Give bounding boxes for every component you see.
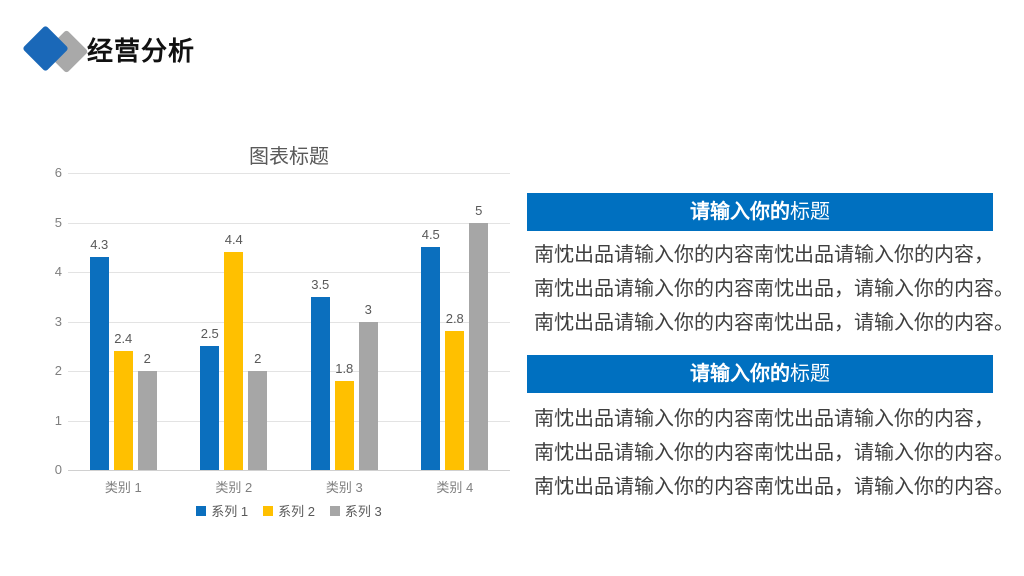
data-label: 3 — [364, 301, 372, 317]
panel-2-title-bar: 请输入你的标题 — [527, 355, 993, 393]
bar-groups: 4.3 2.4 2 2.5 4.4 2 3.5 1.8 3 4.5 2.8 5 — [68, 173, 510, 470]
data-label: 5 — [475, 202, 483, 218]
gridline — [68, 222, 510, 224]
panel-2-body: 南忱出品请输入你的内容南忱出品请输入你的内容， 南忱出品请输入你的内容南忱出品，… — [534, 402, 1024, 504]
bar-group-4: 4.5 2.8 5 — [400, 173, 511, 470]
panel-1-title-rest: 标题 — [790, 201, 830, 223]
x-category-label-4: 类别 4 — [436, 480, 474, 495]
legend-swatch-icon — [263, 505, 274, 516]
legend-swatch-icon — [196, 505, 207, 516]
x-category-label-2: 类别 2 — [215, 480, 253, 495]
data-label: 2.5 — [200, 326, 219, 342]
x-axis: 类别 1 类别 2 类别 3 类别 4 — [68, 477, 510, 496]
panel-1-line-3: 南忱出品请输入你的内容南忱出品，请输入你的内容。 — [534, 312, 1014, 334]
bar-group-2: 2.5 4.4 2 — [179, 173, 290, 470]
bar-group-3: 3.5 1.8 3 — [289, 173, 400, 470]
gridline — [68, 470, 510, 471]
panel-2-title-bold: 请输入你的 — [690, 363, 790, 385]
bar-series3-cat4: 5 — [469, 203, 489, 470]
bar-chart: 图表标题 0 1 2 3 4 5 6 4.3 2.4 2 2.5 4.4 2 3.5 1.8 3 4.5 2.8… — [45, 140, 515, 535]
y-tick-label: 4 — [54, 264, 62, 279]
data-label: 2.4 — [114, 331, 133, 347]
y-tick-label: 1 — [54, 412, 62, 428]
data-label: 4.5 — [421, 227, 440, 243]
bar-group-1: 4.3 2.4 2 — [68, 173, 179, 470]
legend-item-1: 系列 1 — [196, 501, 248, 520]
gridline — [68, 321, 510, 323]
bar-series2-cat4: 2.8 — [445, 311, 465, 470]
data-label: 3.5 — [311, 276, 330, 292]
x-category-label-3: 类别 3 — [325, 480, 363, 495]
panel-1-title-bold: 请输入你的 — [690, 201, 790, 223]
chart-title: 图表标题 — [249, 146, 329, 168]
legend-item-3: 系列 3 — [329, 501, 382, 520]
legend-label: 系列 1 — [211, 504, 249, 519]
y-tick-label: 3 — [54, 313, 62, 329]
panel-2-line-1: 南忱出品请输入你的内容南忱出品请输入你的内容， — [534, 408, 994, 430]
bar-series3-cat1: 2 — [137, 351, 157, 470]
bar-series1-cat1: 4.3 — [89, 237, 109, 470]
panel-1-body: 南忱出品请输入你的内容南忱出品请输入你的内容， 南忱出品请输入你的内容南忱出品，… — [534, 238, 1024, 340]
panel-1-line-1: 南忱出品请输入你的内容南忱出品请输入你的内容， — [534, 244, 994, 266]
legend-label: 系列 3 — [344, 504, 382, 519]
bar-series1-cat2: 2.5 — [200, 326, 220, 470]
data-label: 4.4 — [224, 232, 243, 248]
gridline — [68, 420, 510, 422]
y-tick-label: 6 — [54, 165, 62, 180]
legend-swatch-icon — [329, 505, 340, 516]
data-label: 4.3 — [90, 237, 109, 253]
data-label: 2 — [143, 351, 151, 366]
plot-area: 4.3 2.4 2 2.5 4.4 2 3.5 1.8 3 4.5 2.8 5 — [68, 173, 510, 471]
bar-series2-cat3: 1.8 — [334, 361, 354, 470]
data-label: 2.8 — [445, 311, 464, 327]
y-tick-label: 5 — [54, 214, 62, 230]
panel-2-line-3: 南忱出品请输入你的内容南忱出品，请输入你的内容。 — [534, 476, 1014, 498]
y-tick-label: 2 — [54, 363, 62, 378]
slide-header: 经营分析 — [0, 0, 1024, 90]
legend-item-2: 系列 2 — [263, 501, 315, 520]
gridline — [68, 173, 510, 174]
bar-series3-cat2: 2 — [248, 351, 268, 470]
bar-series1-cat3: 3.5 — [310, 277, 330, 470]
panel-2-line-2: 南忱出品请输入你的内容南忱出品，请输入你的内容。 — [534, 442, 1014, 464]
bar-series3-cat3: 3 — [358, 302, 378, 470]
bar-series2-cat1: 2.4 — [113, 331, 133, 470]
panel-2-title-rest: 标题 — [790, 363, 830, 385]
bar-series1-cat4: 4.5 — [421, 227, 441, 470]
data-label: 1.8 — [335, 360, 354, 376]
chart-legend: 系列 1 系列 2 系列 3 — [68, 501, 510, 520]
panel-1-title-bar: 请输入你的标题 — [527, 193, 993, 231]
page-title: 经营分析 — [87, 36, 196, 66]
panel-1-line-2: 南忱出品请输入你的内容南忱出品，请输入你的内容。 — [534, 278, 1014, 300]
y-axis: 0 1 2 3 4 5 6 — [45, 165, 62, 477]
data-label: 2 — [254, 351, 262, 366]
gridline — [68, 371, 510, 372]
gridline — [68, 272, 510, 273]
bar-series2-cat2: 4.4 — [224, 232, 244, 470]
y-tick-label: 0 — [54, 462, 62, 477]
legend-label: 系列 2 — [278, 504, 315, 519]
x-category-label-1: 类别 1 — [104, 480, 142, 495]
